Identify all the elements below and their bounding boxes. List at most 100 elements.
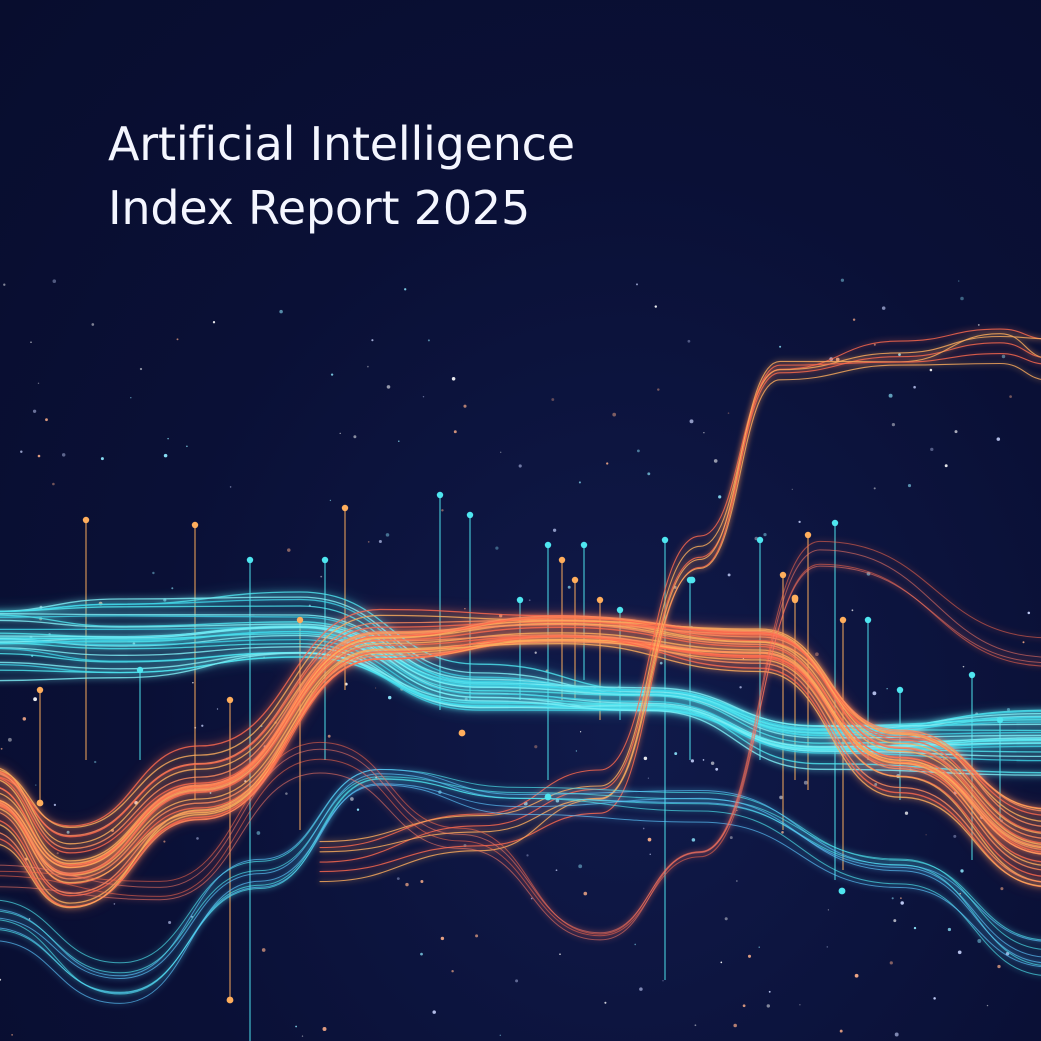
star: [256, 831, 261, 835]
star: [954, 430, 958, 434]
star: [733, 1023, 737, 1028]
star: [957, 950, 962, 955]
low-cyan-wave: [0, 773, 1041, 980]
star: [113, 903, 116, 905]
star: [888, 393, 893, 398]
spike-dot: [839, 616, 847, 624]
star: [427, 339, 430, 342]
star: [320, 575, 323, 578]
cyan-wave: [0, 598, 1041, 733]
star: [398, 440, 400, 442]
spike-dot: [864, 616, 872, 624]
star: [168, 920, 172, 925]
star: [758, 946, 760, 948]
star: [742, 657, 745, 660]
star: [518, 464, 522, 468]
star: [555, 869, 558, 872]
report-title: Artificial Intelligence Index Report 202…: [108, 112, 575, 240]
star: [11, 1034, 13, 1036]
star: [378, 539, 382, 544]
star: [451, 969, 454, 973]
star: [781, 830, 784, 834]
star: [929, 368, 933, 372]
star: [530, 897, 533, 900]
star: [763, 532, 767, 537]
star: [261, 948, 266, 952]
spike-dot: [191, 521, 199, 529]
star: [463, 404, 467, 408]
low-cyan-wave: [0, 784, 1041, 1004]
star: [690, 759, 695, 763]
star: [285, 792, 288, 795]
star: [889, 961, 893, 965]
star: [30, 341, 32, 343]
star: [552, 528, 557, 532]
star: [900, 897, 902, 900]
star: [287, 548, 291, 552]
star: [977, 939, 982, 943]
star: [515, 979, 519, 983]
star: [977, 323, 980, 326]
star: [854, 973, 859, 978]
star: [835, 357, 840, 362]
star: [659, 661, 663, 665]
star: [499, 1034, 502, 1037]
spike-dot: [321, 556, 329, 564]
star: [643, 756, 648, 761]
spike-dot: [896, 686, 904, 694]
star: [953, 834, 957, 838]
star: [551, 398, 555, 401]
star: [720, 961, 723, 964]
star: [662, 980, 664, 982]
spike-dot: [558, 556, 566, 564]
star: [815, 652, 819, 657]
star: [691, 838, 696, 842]
star: [944, 464, 948, 468]
spike-dot: [82, 516, 90, 524]
star: [453, 430, 457, 434]
star: [715, 767, 719, 771]
star: [654, 305, 657, 308]
spike-dot: [226, 696, 234, 704]
spike-dot: [804, 531, 812, 539]
arc-wave: [319, 333, 1041, 853]
cyan-wave: [0, 626, 1041, 739]
star: [636, 449, 640, 453]
star: [959, 892, 961, 895]
star: [766, 1004, 770, 1008]
star: [350, 797, 354, 801]
star: [768, 990, 771, 993]
star: [440, 936, 445, 941]
star: [386, 385, 391, 389]
star: [894, 1032, 899, 1037]
star: [960, 296, 964, 301]
star: [216, 708, 219, 710]
star: [893, 919, 897, 923]
star: [385, 533, 390, 537]
star: [873, 487, 876, 490]
low-cyan-wave: [0, 768, 1041, 964]
star: [612, 412, 617, 417]
star: [167, 437, 169, 440]
spike-dot: [136, 666, 144, 674]
star: [432, 1010, 436, 1014]
star: [374, 687, 377, 689]
star: [702, 759, 705, 761]
star: [327, 734, 331, 738]
spike-dot: [831, 519, 839, 527]
star: [997, 964, 1001, 969]
spike-dot: [580, 541, 588, 549]
star: [907, 484, 912, 488]
star: [33, 697, 37, 702]
star: [779, 795, 783, 800]
glow-dot: [544, 793, 552, 801]
star: [3, 283, 6, 286]
star: [960, 869, 964, 873]
star: [212, 321, 216, 324]
star: [53, 803, 57, 807]
star: [301, 1035, 304, 1037]
star: [647, 472, 651, 476]
star: [422, 395, 425, 398]
star: [405, 882, 409, 887]
